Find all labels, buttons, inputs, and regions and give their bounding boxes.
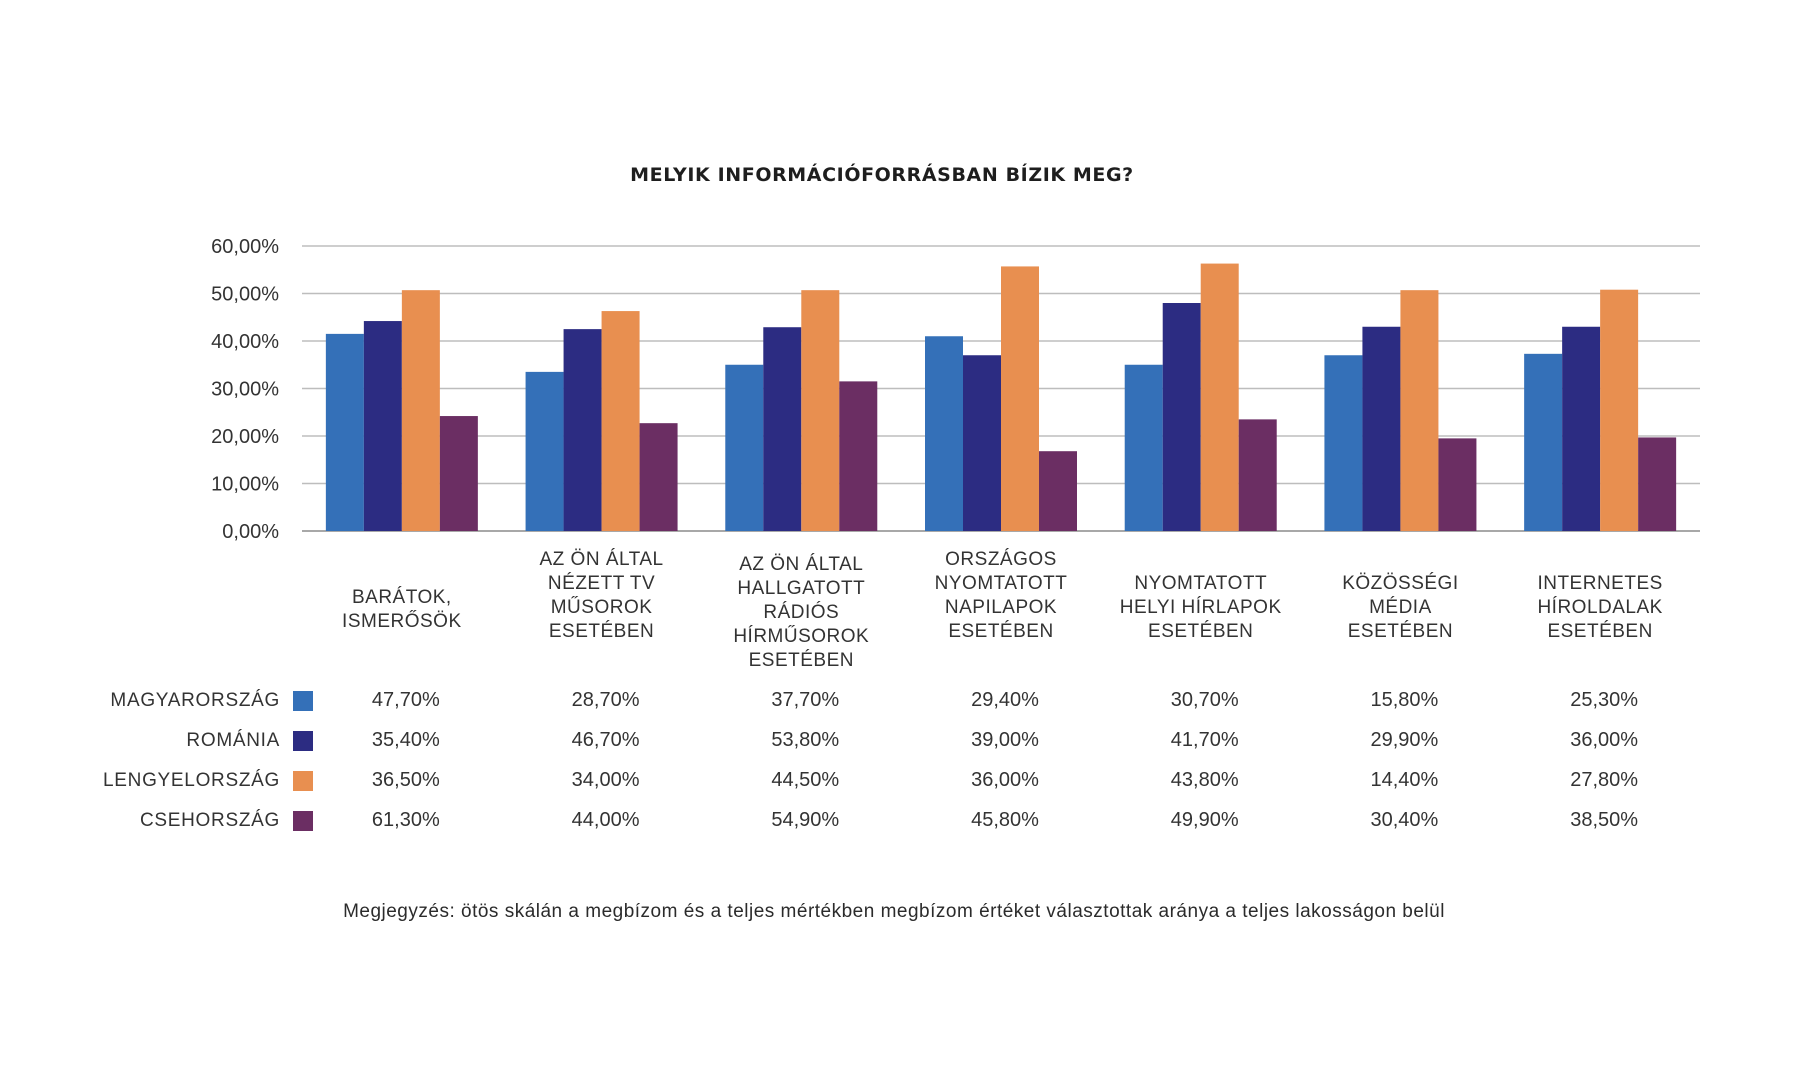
legend-label-romania: ROMÁNIA <box>186 730 280 751</box>
table-cell: 15,80% <box>1370 689 1439 711</box>
table-cell: 14,40% <box>1370 769 1439 791</box>
table-cell: 30,40% <box>1370 809 1439 831</box>
bar-csehorszag-5 <box>1438 438 1477 531</box>
y-tick-label: 30,00% <box>211 379 279 401</box>
legend-label-lengyelorszag: LENGYELORSZÁG <box>103 770 280 791</box>
bar-lengyelorszag-6 <box>1600 289 1639 531</box>
table-cell: 39,00% <box>971 729 1039 751</box>
bar-csehorszag-0 <box>439 416 478 531</box>
y-tick-label: 0,00% <box>222 521 279 543</box>
bar-csehorszag-3 <box>1039 451 1077 531</box>
bar-lengyelorszag-3 <box>1001 266 1039 531</box>
category-label: KÖZÖSSÉGI MÉDIA ESETÉBEN <box>1342 573 1459 642</box>
legend-swatch-csehorszag <box>293 811 313 831</box>
category-label: AZ ÖN ÁLTAL HALLGATOTT RÁDIÓS HÍRMŰSOROK… <box>733 554 870 671</box>
table-cell: 38,50% <box>1570 809 1639 831</box>
table-cell: 34,00% <box>571 769 640 791</box>
category-label: INTERNETES HÍROLDALAK ESETÉBEN <box>1537 573 1663 642</box>
chart-title: MELYIK INFORMÁCIÓFORRÁSBAN BÍZIK MEG? <box>630 164 1134 186</box>
table-cell: 46,70% <box>571 729 640 751</box>
legend-label-csehorszag: CSEHORSZÁG <box>139 810 280 831</box>
bar-csehorszag-1 <box>639 423 678 531</box>
legend-label-magyarorszag: MAGYARORSZÁG <box>110 690 280 711</box>
bar-romania-4 <box>1162 303 1201 531</box>
y-axis-ticks: 0,00% 10,00% 20,00% 30,00% 40,00% 50,00% 60,00… <box>211 236 279 543</box>
bar-magyarorszag-6 <box>1524 353 1563 531</box>
y-tick-label: 20,00% <box>211 426 279 448</box>
table-cell: 54,90% <box>771 809 840 831</box>
table-cell: 29,40% <box>971 689 1039 711</box>
bar-romania-5 <box>1362 326 1401 531</box>
legend-swatch-lengyelorszag <box>293 771 313 791</box>
bar-lengyelorszag-0 <box>401 290 440 531</box>
table-cell: 44,50% <box>771 769 840 791</box>
table-cell: 29,90% <box>1370 729 1439 751</box>
table-cell: 36,50% <box>371 769 440 791</box>
bar-magyarorszag-0 <box>325 333 364 531</box>
category-label: NYOMTATOTT HELYI HÍRLAPOK ESETÉBEN <box>1119 573 1282 642</box>
bar-lengyelorszag-5 <box>1400 290 1439 531</box>
bar-csehorszag-2 <box>839 381 878 531</box>
category-label: AZ ÖN ÁLTAL NÉZETT TV MŰSOROK ESETÉBEN <box>539 549 664 642</box>
bar-romania-1 <box>563 329 602 531</box>
bar-magyarorszag-4 <box>1124 364 1163 531</box>
table-cell: 28,70% <box>571 689 640 711</box>
table-cell: 49,90% <box>1170 809 1239 831</box>
bar-lengyelorszag-1 <box>601 311 640 531</box>
y-tick-label: 40,00% <box>211 331 279 353</box>
table-cell: 47,70% <box>371 689 440 711</box>
table-cell: 41,70% <box>1170 729 1239 751</box>
table-cell: 37,70% <box>771 689 840 711</box>
bar-magyarorszag-3 <box>925 336 963 531</box>
bar-lengyelorszag-4 <box>1200 263 1239 531</box>
bar-romania-3 <box>963 355 1001 531</box>
bar-lengyelorszag-2 <box>801 290 840 531</box>
table-cell: 35,40% <box>371 729 440 751</box>
bar-romania-2 <box>763 327 802 531</box>
y-tick-label: 10,00% <box>211 474 279 496</box>
bar-magyarorszag-2 <box>725 364 764 531</box>
bar-romania-0 <box>363 321 402 531</box>
category-label: ORSZÁGOS NYOMTATOTT NAPILAPOK ESETÉBEN <box>934 549 1068 642</box>
table-cell: 27,80% <box>1570 769 1639 791</box>
bar-romania-6 <box>1562 326 1601 531</box>
table-cell: 53,80% <box>771 729 840 751</box>
legend-swatch-magyarorszag <box>293 691 313 711</box>
table-cell: 36,00% <box>971 769 1039 791</box>
table-cell: 25,30% <box>1570 689 1639 711</box>
legend-swatch-romania <box>293 731 313 751</box>
bar-magyarorszag-1 <box>525 371 564 531</box>
category-label: BARÁTOK, ISMERŐSÖK <box>342 587 462 632</box>
y-tick-label: 50,00% <box>211 284 279 306</box>
y-tick-label: 60,00% <box>211 236 279 258</box>
bar-csehorszag-6 <box>1638 437 1677 531</box>
table-cell: 30,70% <box>1170 689 1239 711</box>
bars <box>325 263 1677 531</box>
bar-magyarorszag-5 <box>1324 355 1363 531</box>
footnote: Megjegyzés: ötös skálán a megbízom és a … <box>343 901 1445 922</box>
table-cell: 36,00% <box>1570 729 1639 751</box>
table-cell: 45,80% <box>971 809 1039 831</box>
bar-csehorszag-4 <box>1238 419 1277 531</box>
table-cell: 44,00% <box>571 809 640 831</box>
table-cell: 43,80% <box>1170 769 1239 791</box>
table-cell: 61,30% <box>371 809 440 831</box>
